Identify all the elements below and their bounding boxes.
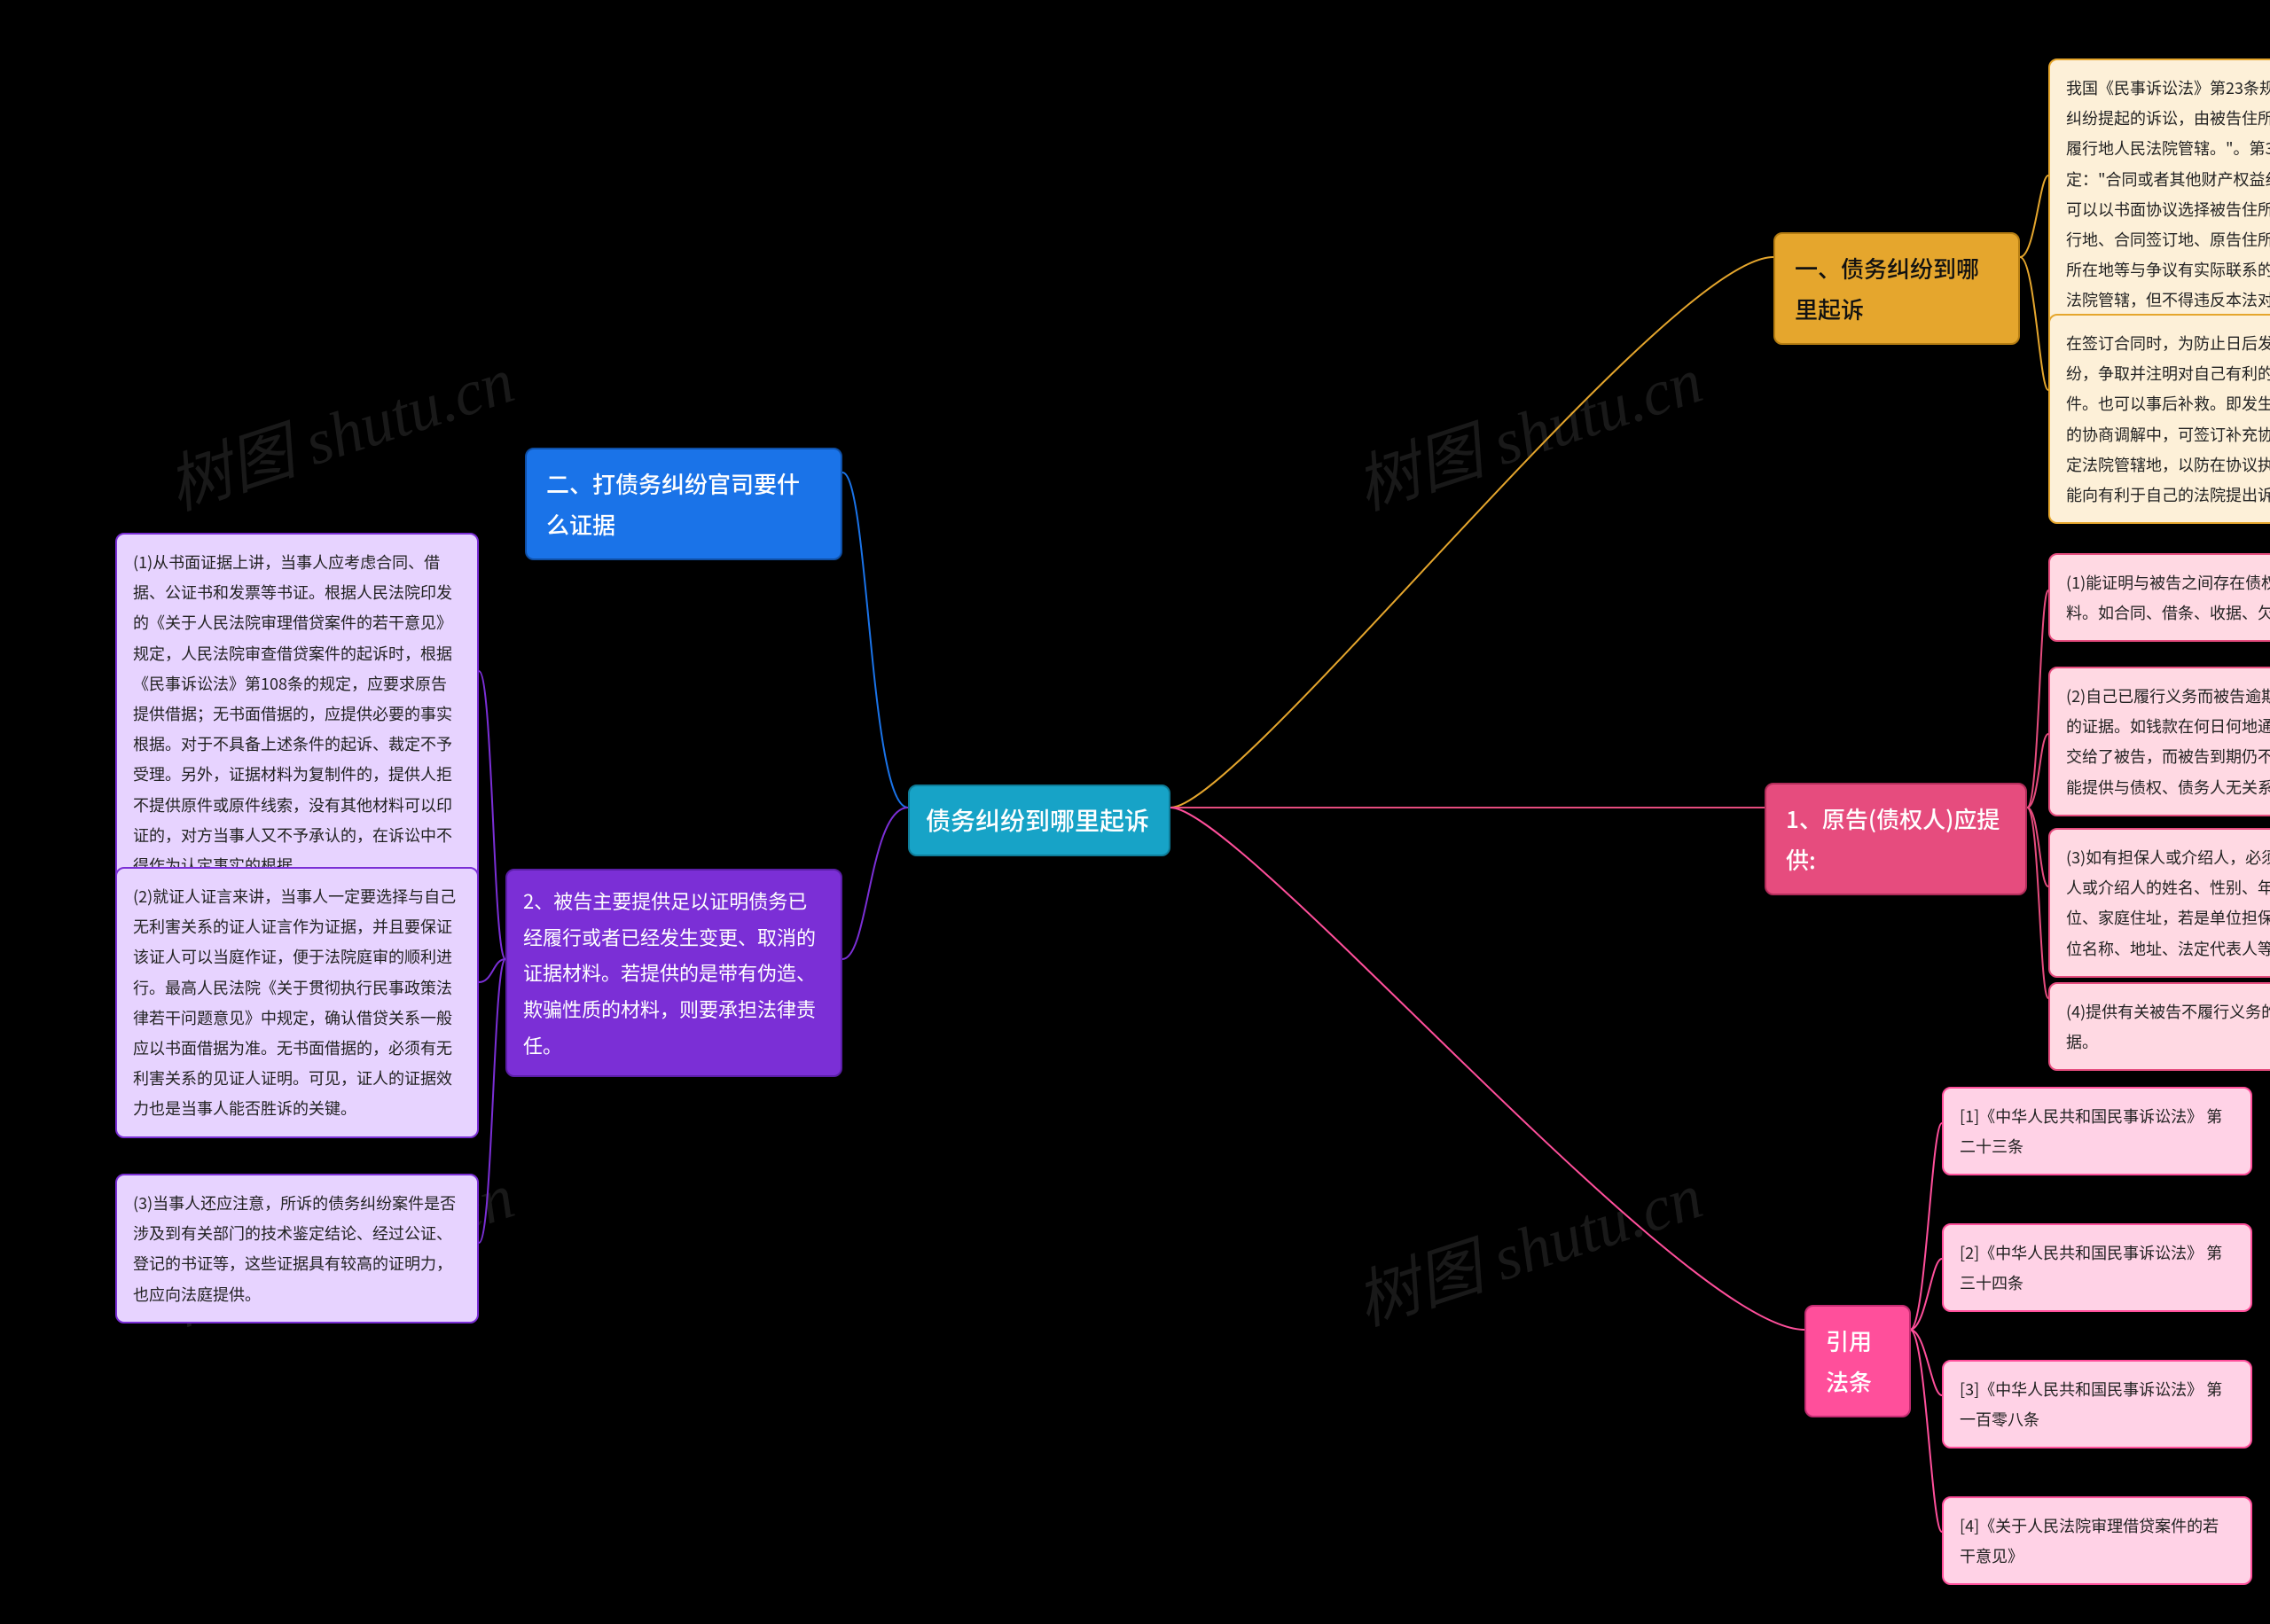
branch-5[interactable]: 2、被告主要提供足以证明债务已经履行或者已经发生变更、取消的证据材料。若提供的是…	[505, 869, 842, 1077]
branch-5-leaf-3-text: (3)当事人还应注意，所诉的债务纠纷案件是否涉及到有关部门的技术鉴定结论、经过公…	[133, 1191, 456, 1306]
watermark: 树图 shutu.cn	[1342, 1144, 1712, 1343]
branch-5-leaf-1[interactable]: (1)从书面证据上讲，当事人应考虑合同、借据、公证书和发票等书证。根据人民法院印…	[115, 533, 479, 894]
branch-5-leaf-2-text: (2)就证人证言来讲，当事人一定要选择与自己无利害关系的证人证言作为证据，并且要…	[133, 885, 456, 1120]
branch-3-leaf-1[interactable]: [1]《中华人民共和国民事诉讼法》 第二十三条	[1942, 1087, 2252, 1175]
branch-3-label: 引用法条	[1826, 1324, 1872, 1398]
branch-2-leaf-4-text: (4)提供有关被告不履行义务的原因的证据。	[2066, 1000, 2270, 1053]
watermark: 树图 shutu.cn	[1342, 328, 1712, 527]
branch-3-leaf-4-text: [4]《关于人民法院审理借贷案件的若干意见》	[1960, 1514, 2219, 1567]
branch-3-leaf-3[interactable]: [3]《中华人民共和国民事诉讼法》 第一百零八条	[1942, 1360, 2252, 1448]
branch-1-leaf-1-text: 我国《民事诉讼法》第23条规定："因合同纠纷提起的诉讼，由被告住所地或者合同履行…	[2066, 76, 2270, 342]
branch-3-leaf-2-text: [2]《中华人民共和国民事诉讼法》 第三十四条	[1960, 1241, 2222, 1294]
root-label: 债务纠纷到哪里起诉	[926, 802, 1149, 838]
branch-2-leaf-2-text: (2)自己已履行义务而被告逾期不履行义务的证据。如钱款在何日何地通过什么方式交给…	[2066, 684, 2270, 799]
branch-5-label: 2、被告主要提供足以证明债务已经履行或者已经发生变更、取消的证据材料。若提供的是…	[523, 886, 816, 1059]
branch-2[interactable]: 1、原告(债权人)应提供:	[1765, 783, 2027, 895]
branch-2-leaf-1[interactable]: (1)能证明与被告之间存在债权的证据材料。如合同、借条、收据、欠条等;	[2048, 553, 2270, 642]
branch-2-leaf-4[interactable]: (4)提供有关被告不履行义务的原因的证据。	[2048, 982, 2270, 1071]
branch-2-leaf-1-text: (1)能证明与被告之间存在债权的证据材料。如合同、借条、收据、欠条等;	[2066, 571, 2270, 624]
branch-1-leaf-2[interactable]: 在签订合同时，为防止日后发生争议纠纷，争取并注明对自己有利的法院管辖案件。也可以…	[2048, 314, 2270, 524]
branch-3-leaf-1-text: [1]《中华人民共和国民事诉讼法》 第二十三条	[1960, 1105, 2222, 1158]
branch-3-leaf-3-text: [3]《中华人民共和国民事诉讼法》 第一百零八条	[1960, 1378, 2222, 1431]
branch-1-leaf-2-text: 在签订合同时，为防止日后发生争议纠纷，争取并注明对自己有利的法院管辖案件。也可以…	[2066, 332, 2270, 506]
branch-4-label: 二、打债务纠纷官司要什么证据	[546, 467, 800, 541]
branch-3-leaf-2[interactable]: [2]《中华人民共和国民事诉讼法》 第三十四条	[1942, 1223, 2252, 1312]
root-node[interactable]: 债务纠纷到哪里起诉	[908, 785, 1170, 856]
branch-3-leaf-4[interactable]: [4]《关于人民法院审理借贷案件的若干意见》	[1942, 1496, 2252, 1585]
branch-2-leaf-2[interactable]: (2)自己已履行义务而被告逾期不履行义务的证据。如钱款在何日何地通过什么方式交给…	[2048, 667, 2270, 816]
branch-2-leaf-3-text: (3)如有担保人或介绍人，必须要提供担保人或介绍人的姓名、性别、年龄、工作单位、…	[2066, 846, 2270, 960]
branch-5-leaf-1-text: (1)从书面证据上讲，当事人应考虑合同、借据、公证书和发票等书证。根据人民法院印…	[133, 550, 452, 877]
branch-3[interactable]: 引用法条	[1804, 1305, 1911, 1417]
branch-4[interactable]: 二、打债务纠纷官司要什么证据	[525, 448, 842, 560]
branch-5-leaf-2[interactable]: (2)就证人证言来讲，当事人一定要选择与自己无利害关系的证人证言作为证据，并且要…	[115, 867, 479, 1138]
branch-1[interactable]: 一、债务纠纷到哪里起诉	[1773, 232, 2020, 345]
branch-1-label: 一、债务纠纷到哪里起诉	[1795, 252, 1979, 325]
branch-5-leaf-3[interactable]: (3)当事人还应注意，所诉的债务纠纷案件是否涉及到有关部门的技术鉴定结论、经过公…	[115, 1174, 479, 1323]
watermark: 树图 shutu.cn	[154, 328, 524, 527]
branch-2-label: 1、原告(债权人)应提供:	[1786, 802, 2000, 876]
branch-2-leaf-3[interactable]: (3)如有担保人或介绍人，必须要提供担保人或介绍人的姓名、性别、年龄、工作单位、…	[2048, 828, 2270, 978]
